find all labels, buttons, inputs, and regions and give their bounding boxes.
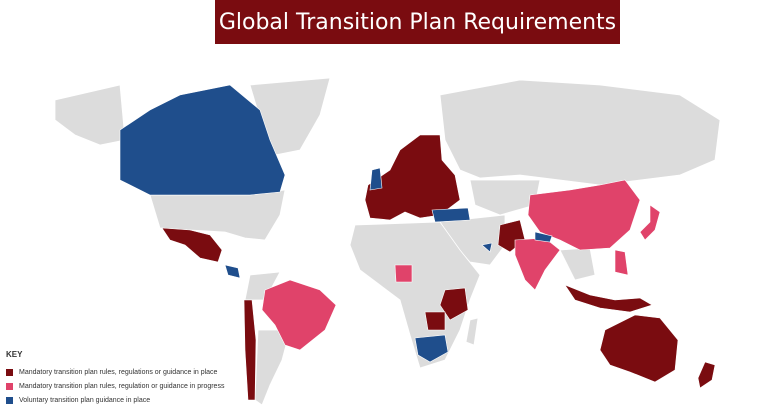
philippines — [614, 249, 629, 276]
central-asia — [469, 179, 541, 216]
turkey — [431, 207, 471, 223]
title-banner: Global Transition Plan Requirements — [215, 0, 620, 44]
legend: KEY Mandatory transition plan rules, reg… — [6, 350, 224, 407]
new-zealand — [697, 361, 716, 389]
india — [514, 237, 561, 291]
southeast-asia-gray — [559, 247, 596, 281]
nigeria — [394, 264, 413, 283]
legend-swatch — [6, 368, 13, 376]
legend-label: Mandatory transition plan rules, regulat… — [19, 382, 225, 390]
russia — [439, 79, 721, 186]
europe — [364, 134, 461, 221]
china — [527, 179, 641, 251]
legend-swatch — [6, 396, 13, 404]
alaska — [54, 84, 126, 146]
uk — [369, 167, 383, 191]
legend-item: Voluntary transition plan guidance in pl… — [6, 393, 224, 407]
legend-item: Mandatory transition plan rules, regulat… — [6, 365, 224, 379]
brazil — [261, 279, 337, 351]
africa — [349, 221, 481, 369]
japan — [639, 204, 661, 241]
south-africa — [414, 334, 449, 363]
nepal — [534, 231, 553, 243]
mexico — [161, 227, 223, 263]
australia — [599, 314, 679, 383]
canada — [119, 84, 286, 196]
legend-swatch — [6, 382, 13, 390]
uae — [481, 242, 493, 253]
madagascar — [465, 317, 479, 346]
legend-title: KEY — [6, 350, 23, 359]
legend-item: Mandatory transition plan rules, regulat… — [6, 379, 224, 393]
legend-label: Mandatory transition plan rules, regulat… — [19, 368, 218, 376]
chile — [243, 299, 257, 401]
title: Global Transition Plan Requirements — [218, 9, 617, 35]
indonesia — [564, 284, 653, 313]
zambia — [424, 311, 446, 331]
kenya — [439, 287, 469, 321]
legend-label: Voluntary transition plan guidance in pl… — [19, 396, 151, 404]
central-america — [224, 264, 241, 279]
